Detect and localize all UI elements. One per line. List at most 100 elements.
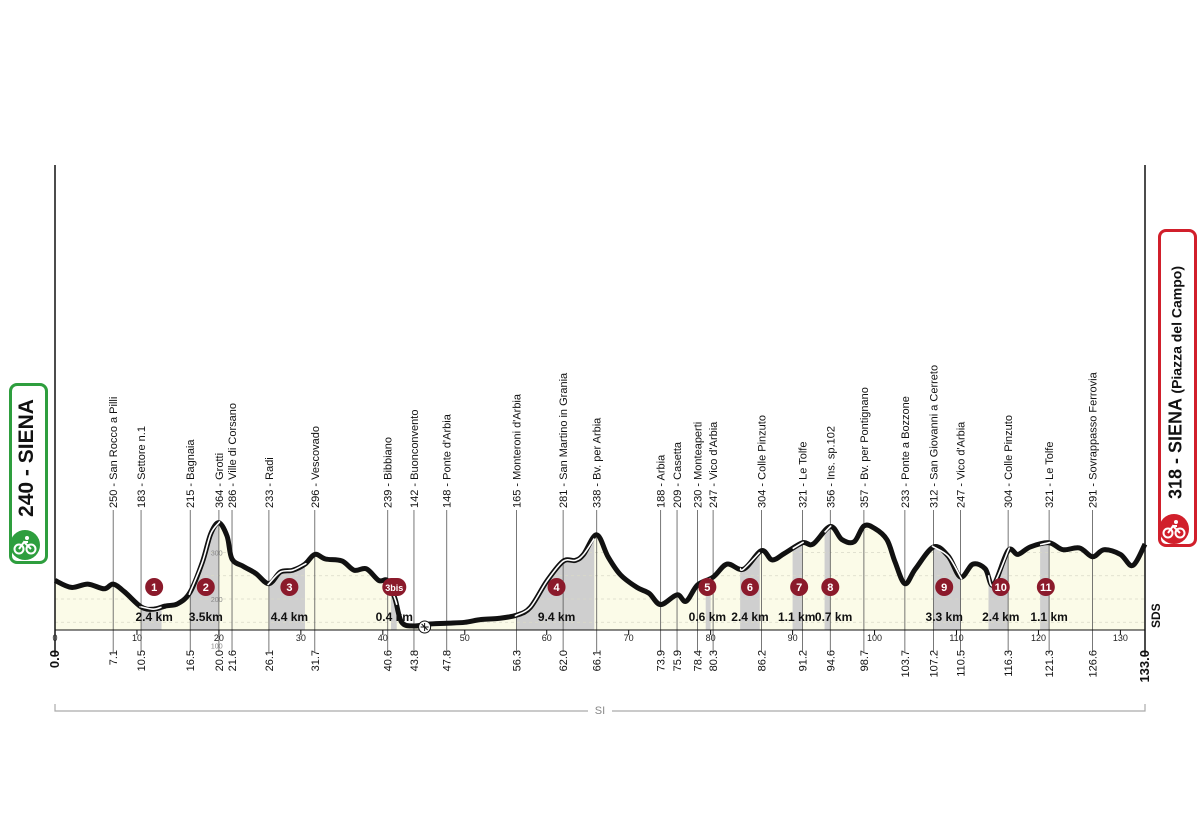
waypoint-km-label: 73.9 <box>656 650 668 671</box>
waypoint-km-label: 56.3 <box>511 650 523 671</box>
sector-length: 2.4 km <box>135 610 172 624</box>
sector-length: 0.6 km <box>689 610 726 624</box>
waypoint-label: 247 - Vico d'Arbia <box>956 421 968 508</box>
waypoint-km-label: 91.2 <box>797 650 809 671</box>
gravel-line-8 <box>823 525 832 533</box>
sector-length: 0.7 km <box>815 610 852 624</box>
altitude-tick-label: 100 <box>211 644 223 651</box>
waypoint-label: 233 - Radi <box>264 457 276 508</box>
waypoint-label: 321 - Le Tolfe <box>1044 442 1056 508</box>
sector-band-8 <box>824 522 831 630</box>
sector-band-4 <box>516 522 595 630</box>
sector-length: 2.4 km <box>731 610 768 624</box>
start-bike-icon <box>10 530 40 560</box>
waypoint-km-label: 116.3 <box>1003 650 1015 677</box>
sector-length: 1.1 km <box>778 610 815 624</box>
axis-tick-label: 70 <box>624 633 634 643</box>
sector-number: 2 <box>203 582 209 594</box>
waypoint-label: 291 - Sovrappasso Ferrovia <box>1088 371 1100 508</box>
sector-number: 6 <box>747 582 753 594</box>
sector-number: 7 <box>796 582 802 594</box>
waypoint-km-label: 94.6 <box>825 650 837 671</box>
waypoint-label: 148 - Ponte d'Arbia <box>442 413 454 508</box>
waypoint-label: 247 - Vico d'Arbia <box>708 421 720 508</box>
axis-tick-label: 130 <box>1113 633 1128 643</box>
sector-length: 1.1 km <box>1030 610 1067 624</box>
waypoint-km-label: 107.2 <box>929 650 941 678</box>
waypoint-label: 296 - Vescovado <box>310 426 322 508</box>
axis-tick-label: 80 <box>706 633 716 643</box>
waypoint-label: 233 - Ponte a Bozzone <box>900 396 912 508</box>
waypoint-label: 209 - Casetta <box>672 441 684 508</box>
waypoint-km-label: 62.0 <box>558 650 570 671</box>
sector-band-1 <box>141 522 162 630</box>
waypoint-label: 281 - San Martino in Grania <box>558 372 570 508</box>
waypoint-label: 286 - Ville di Corsano <box>227 403 239 508</box>
gravel-line-7 <box>792 541 804 550</box>
checkpoint-icon-mark <box>420 623 429 631</box>
start-name: SIENA <box>15 399 38 464</box>
waypoint-label: 321 - Le Tolfe <box>797 442 809 508</box>
sector-band-11 <box>1040 522 1050 630</box>
sector-band-3bis <box>391 522 397 630</box>
axis-tick-label: 60 <box>542 633 552 643</box>
waypoint-km-label: 75.9 <box>672 650 684 671</box>
waypoint-label: 165 - Monteroni d'Arbia <box>511 393 523 508</box>
gravel-line-4 <box>514 538 595 617</box>
sector-marker-1 <box>145 578 164 596</box>
altitude-tick-label: 300 <box>211 551 223 558</box>
axis-tick-label: 20 <box>214 633 224 643</box>
waypoint-km-label: 110.5 <box>956 650 968 677</box>
waypoint-km-label: 126.6 <box>1088 650 1100 678</box>
sector-band-3 <box>268 522 305 630</box>
waypoint-label: 230 - Monteaperti <box>693 422 705 508</box>
axis-tick-label: 50 <box>460 633 470 643</box>
axis-tick-label: 90 <box>788 633 798 643</box>
axis-tick-label: 30 <box>296 633 306 643</box>
waypoint-label: 304 - Colle Pinzuto <box>756 415 768 508</box>
waypoint-km-label: 20.0 <box>214 650 226 671</box>
gravel-line-6 <box>739 551 761 571</box>
axis-tick-label: 110 <box>949 633 963 643</box>
sector-marker-11 <box>1036 578 1055 596</box>
waypoint-label: 304 - Colle Pinzuto <box>1003 415 1015 508</box>
sector-length: 0.4 km <box>376 610 413 624</box>
finish-label-box: 318 - SIENA (Piazza del Campo) <box>1158 229 1197 547</box>
sector-number: 10 <box>995 582 1007 594</box>
waypoint-km-label: 78.4 <box>693 650 705 671</box>
finish-km-label: 133.0 <box>1137 650 1152 683</box>
finish-elevation: 318 <box>1165 468 1186 499</box>
waypoint-label: 188 - Arbia <box>656 454 668 508</box>
waypoint-km-label: 26.1 <box>264 650 276 671</box>
waypoint-km-label: 21.6 <box>227 650 239 671</box>
sector-number: 11 <box>1040 582 1052 594</box>
waypoint-label: 357 - Bv. per Pontignano <box>859 387 871 508</box>
sector-length: 3.5km <box>189 610 223 624</box>
sector-number: 4 <box>554 582 561 594</box>
sector-number: 9 <box>941 582 947 594</box>
gravel-line-2 <box>188 521 221 596</box>
waypoint-km-label: 10.5 <box>136 650 148 671</box>
start-elevation: 240 <box>15 481 38 517</box>
sector-number: 8 <box>827 582 833 594</box>
waypoint-km-label: 66.1 <box>592 650 604 671</box>
axis-tick-label: 100 <box>867 633 882 643</box>
waypoint-label: 312 - San Giovanni a Cerreto <box>929 365 941 508</box>
waypoint-label: 364 - Grotti <box>214 453 226 508</box>
waypoint-km-label: 86.2 <box>756 650 768 671</box>
sector-length: 3.3 km <box>926 610 963 624</box>
waypoint-km-label: 16.5 <box>185 650 197 671</box>
axis-tick-label: 40 <box>378 633 388 643</box>
waypoint-label: 356 - Ins. sp.102 <box>825 426 837 508</box>
axis-tick-label: 0 <box>52 633 57 643</box>
sector-marker-4 <box>547 578 566 596</box>
waypoint-label: 239 - Bibbiano <box>383 437 395 508</box>
finish-bike-icon <box>1159 514 1189 544</box>
sector-band-7 <box>792 522 803 630</box>
sector-marker-3bis <box>382 578 407 596</box>
sector-number: 3 <box>286 582 292 594</box>
sector-marker-5 <box>698 578 717 596</box>
axis-tick-label: 10 <box>132 633 142 643</box>
waypoint-km-label: 40.6 <box>383 650 395 671</box>
